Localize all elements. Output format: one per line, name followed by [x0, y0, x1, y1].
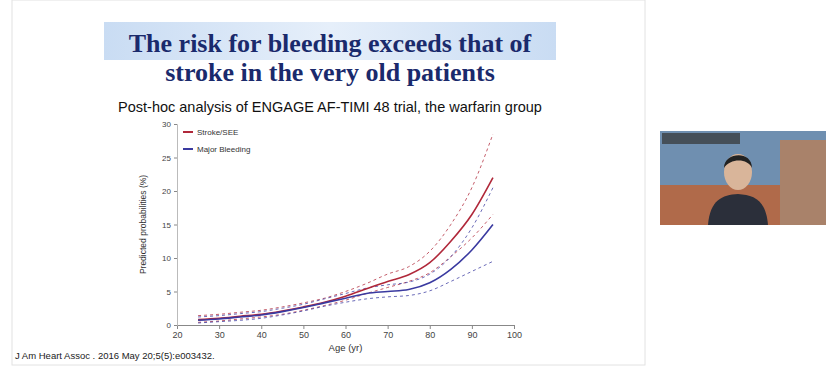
x-tick-label: 90: [467, 330, 477, 340]
legend: Stroke/SEE Major Bleeding: [183, 128, 250, 154]
page: The risk for bleeding exceeds that ofstr…: [0, 0, 828, 373]
y-tick-mark: [174, 325, 177, 326]
x-tick-label: 80: [425, 330, 435, 340]
subtitle: Post-hoc analysis of ENGAGE AF-TIMI 48 t…: [118, 99, 542, 115]
y-tick: 25: [162, 154, 177, 163]
y-tick: 15: [162, 221, 177, 230]
title-line: stroke in the very old patients: [165, 58, 495, 87]
y-tick-mark: [174, 258, 177, 259]
x-tick: 20: [172, 325, 182, 340]
webcam-person-hair: [724, 155, 752, 168]
x-tick-label: 30: [215, 330, 225, 340]
x-tick-label: 20: [172, 330, 182, 340]
x-tick: 50: [299, 325, 309, 340]
title-line: The risk for bleeding exceeds that of: [129, 29, 532, 58]
x-axis-title: Age (yr): [329, 342, 363, 353]
plot-area: [198, 134, 493, 323]
x-tick-mark: [388, 325, 389, 329]
y-tick-label: 10: [162, 254, 171, 263]
y-tick-mark: [174, 292, 177, 293]
x-tick-mark: [261, 325, 262, 329]
title: The risk for bleeding exceeds that ofstr…: [129, 29, 532, 87]
y-tick-label: 25: [162, 154, 171, 163]
webcam-person-head: [724, 154, 752, 190]
x-tick-label: 60: [341, 330, 351, 340]
x-tick-label: 70: [383, 330, 393, 340]
x-tick: 40: [257, 325, 267, 340]
x-tick: 100: [507, 325, 522, 340]
citation: J Am Heart Assoc . 2016 May 20;5(5):e003…: [15, 350, 215, 361]
title-box: [104, 22, 556, 60]
y-tick-label: 0: [167, 321, 172, 330]
y-tick-label: 30: [162, 120, 171, 129]
series-line: [198, 225, 493, 321]
y-axis: 0 5 10 15 20 25 30: [162, 120, 177, 330]
y-tick-mark: [174, 225, 177, 226]
y-tick-mark: [174, 191, 177, 192]
webcam-person-body: [708, 194, 768, 225]
ci-upper-line: [198, 134, 493, 316]
y-tick: 20: [162, 187, 177, 196]
x-tick-mark: [514, 325, 515, 329]
legend-label: Major Bleeding: [197, 145, 250, 154]
x-tick-mark: [346, 325, 347, 329]
y-axis-title: Predicted probabilities (%): [138, 175, 148, 274]
x-tick-mark: [219, 325, 220, 329]
x-tick: 60: [341, 325, 351, 340]
x-tick-mark: [472, 325, 473, 329]
webcam-label-bg: [662, 133, 740, 144]
y-tick: 10: [162, 254, 177, 263]
x-tick: 80: [425, 325, 435, 340]
x-tick-label: 40: [257, 330, 267, 340]
ci-lower-line: [198, 214, 493, 322]
y-axis-line: [174, 125, 178, 326]
webcam-frame: [660, 131, 826, 225]
series-line: [198, 178, 493, 320]
x-tick: 90: [467, 325, 477, 340]
y-tick-label: 15: [162, 221, 171, 230]
background: [0, 0, 828, 373]
webcam: [660, 131, 826, 225]
webcam-building-side: [780, 140, 826, 225]
x-tick: 70: [383, 325, 393, 340]
x-axis-line: [178, 326, 515, 330]
y-tick: 30: [162, 120, 177, 129]
legend-swatch: [183, 131, 193, 133]
x-tick-label: 50: [299, 330, 309, 340]
x-axis: 20 30 40 50 60 70 80 90 100: [172, 325, 522, 340]
legend-swatch: [183, 148, 193, 150]
y-tick: 5: [167, 288, 177, 297]
y-tick: 0: [167, 321, 177, 330]
legend-label: Stroke/SEE: [197, 128, 238, 137]
x-tick-mark: [303, 325, 304, 329]
y-tick-mark: [174, 158, 177, 159]
x-tick: 30: [215, 325, 225, 340]
y-tick-label: 5: [167, 288, 172, 297]
x-tick-mark: [430, 325, 431, 329]
y-tick-mark: [174, 124, 177, 125]
x-tick-label: 100: [507, 330, 522, 340]
y-tick-label: 20: [162, 187, 171, 196]
title-band: [104, 22, 556, 60]
slide: [12, 0, 645, 365]
